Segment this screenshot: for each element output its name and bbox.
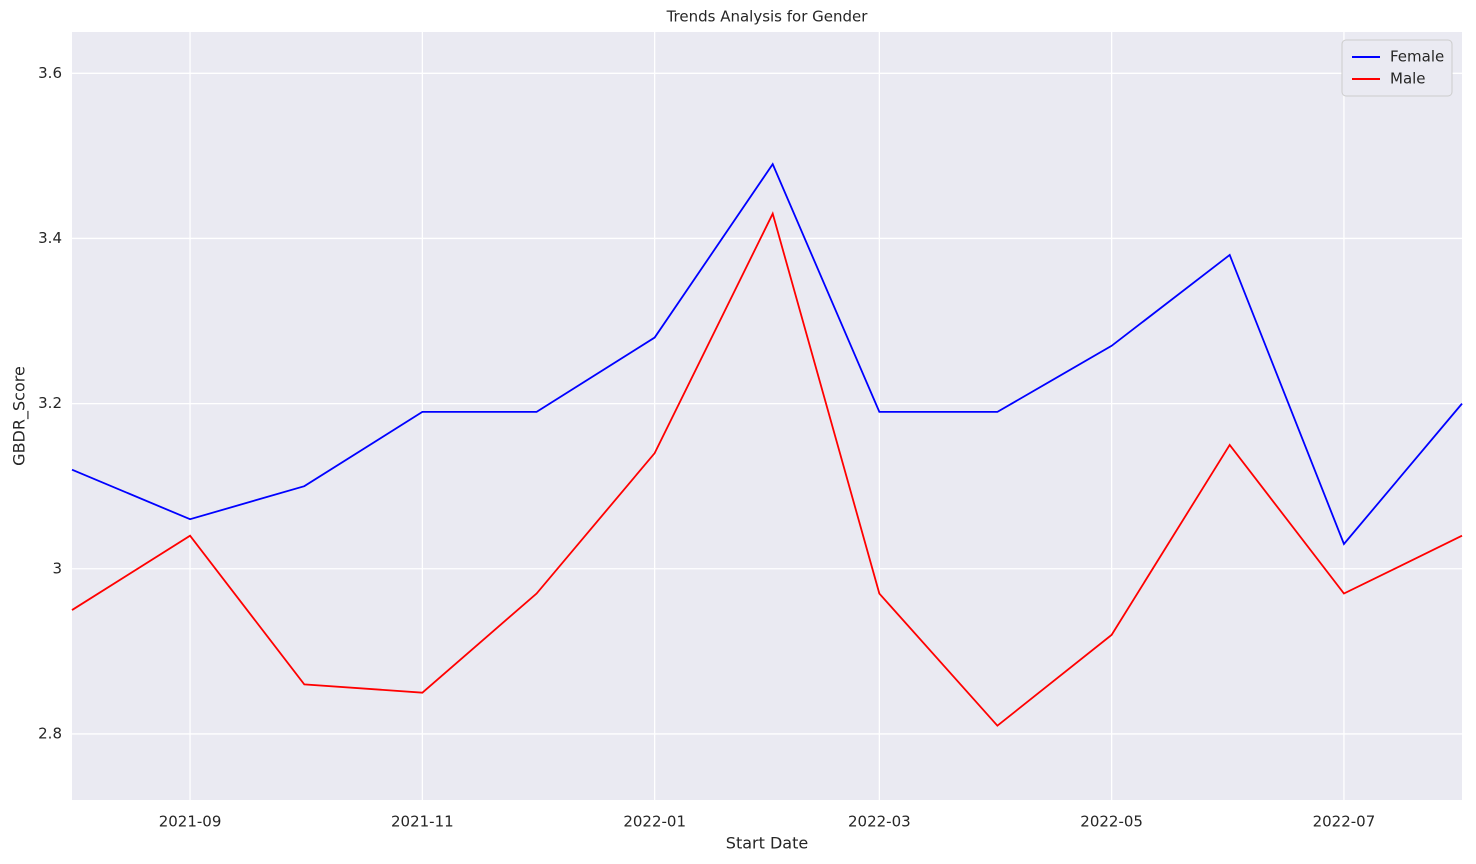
x-axis-label: Start Date [726,834,808,853]
series-line [71,162,1463,546]
x-tick-label: 2022-01 [623,813,686,831]
y-axis-label: GBDR_Score [10,366,30,466]
y-tick-label: 3.6 [38,64,62,82]
chart-title: Trends Analysis for Gender [666,8,869,26]
x-tick-label: 2021-11 [391,813,454,831]
y-tick-label: 3.4 [38,229,62,247]
y-tick-label: 2.8 [38,724,62,742]
grid: 2.8 3 3.2 3.4 3.6 2021-09 2021-11 2022-01 2022-0… [38,32,1462,831]
x-tick-label: 2022-05 [1080,813,1143,831]
legend: Female Male [1341,39,1453,97]
legend-label: Male [1390,70,1426,88]
y-tick-label: 3.2 [38,394,62,412]
lines [71,162,1463,727]
x-tick-label: 2021-09 [159,813,222,831]
x-tick-label: 2022-03 [848,813,911,831]
x-tick-label: 2022-07 [1313,813,1376,831]
series-line [71,211,1463,727]
y-tick-label: 3 [52,559,62,577]
legend-box [1341,39,1453,97]
legend-label: Female [1390,48,1444,66]
plot-area [72,32,1462,800]
